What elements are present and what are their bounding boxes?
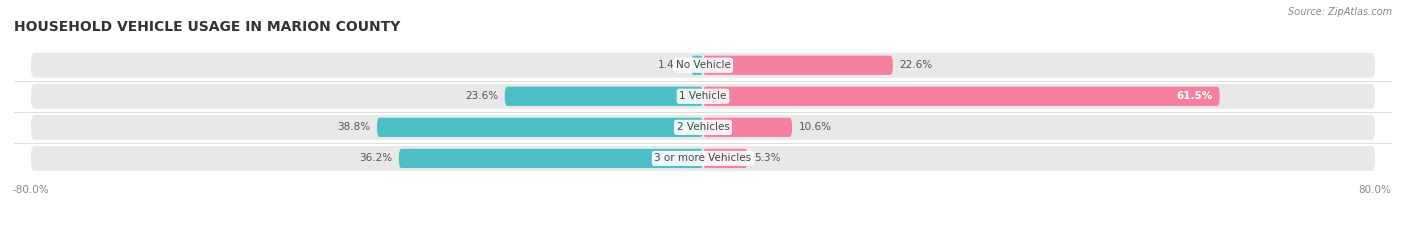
Text: 22.6%: 22.6% <box>900 60 932 70</box>
Text: Source: ZipAtlas.com: Source: ZipAtlas.com <box>1288 7 1392 17</box>
Text: 2 Vehicles: 2 Vehicles <box>676 122 730 132</box>
Text: 23.6%: 23.6% <box>465 91 498 101</box>
FancyBboxPatch shape <box>703 56 893 75</box>
FancyBboxPatch shape <box>703 118 792 137</box>
FancyBboxPatch shape <box>31 146 1375 171</box>
FancyBboxPatch shape <box>399 149 703 168</box>
Text: 1.4%: 1.4% <box>658 60 685 70</box>
Text: No Vehicle: No Vehicle <box>675 60 731 70</box>
Text: 1 Vehicle: 1 Vehicle <box>679 91 727 101</box>
FancyBboxPatch shape <box>703 87 1219 106</box>
Text: 61.5%: 61.5% <box>1177 91 1213 101</box>
Text: 3 or more Vehicles: 3 or more Vehicles <box>654 154 752 163</box>
Text: 38.8%: 38.8% <box>337 122 370 132</box>
Text: 5.3%: 5.3% <box>754 154 780 163</box>
FancyBboxPatch shape <box>31 115 1375 140</box>
Text: 10.6%: 10.6% <box>799 122 832 132</box>
Legend: Owner-occupied, Renter-occupied: Owner-occupied, Renter-occupied <box>598 231 808 233</box>
Text: HOUSEHOLD VEHICLE USAGE IN MARION COUNTY: HOUSEHOLD VEHICLE USAGE IN MARION COUNTY <box>14 20 401 34</box>
FancyBboxPatch shape <box>692 56 703 75</box>
FancyBboxPatch shape <box>31 53 1375 78</box>
FancyBboxPatch shape <box>703 149 748 168</box>
Text: 36.2%: 36.2% <box>359 154 392 163</box>
FancyBboxPatch shape <box>377 118 703 137</box>
FancyBboxPatch shape <box>31 84 1375 109</box>
FancyBboxPatch shape <box>505 87 703 106</box>
